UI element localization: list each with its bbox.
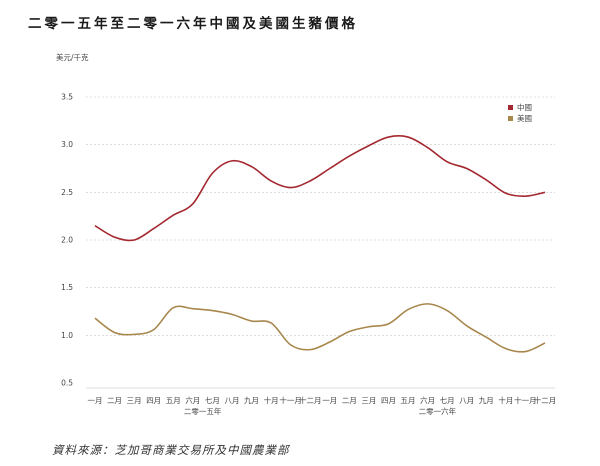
x-tick-label: 七月 — [440, 396, 455, 405]
x-tick-label: 四月 — [381, 396, 396, 405]
x-tick-label: 十月 — [264, 395, 279, 405]
x-tick-label: 二月 — [107, 396, 122, 405]
x-tick-label: 一月 — [322, 396, 337, 405]
y-tick-label: 3.5 — [61, 93, 73, 102]
x-tick-label: 八月 — [459, 396, 474, 405]
x-tick-label: 三月 — [361, 396, 376, 405]
legend-label: 中國 — [517, 102, 532, 112]
x-tick-label: 十二月 — [299, 395, 322, 405]
y-tick-label: 1.5 — [61, 283, 73, 292]
x-tick-label: 二月 — [342, 396, 357, 405]
y-tick-label: 2.5 — [61, 188, 73, 197]
y-axis: 3.5 3.0 2.5 2.0 1.5 1.0 0.5 — [61, 93, 73, 388]
x-tick-label: 十一月 — [514, 395, 537, 405]
x-tick-label: 三月 — [127, 396, 142, 405]
x-tick-label: 九月 — [244, 396, 259, 405]
x-tick-label: 六月 — [185, 395, 200, 405]
x-tick-label: 一月 — [88, 396, 103, 405]
x-tick-label: 十月 — [498, 395, 513, 405]
x-tick-label: 六月 — [420, 395, 435, 405]
y-tick-label: 1.0 — [61, 331, 73, 340]
legend-label: 美國 — [517, 113, 532, 123]
x-tick-label: 八月 — [224, 396, 239, 405]
x-tick-label: 五月 — [166, 396, 181, 405]
y-tick-label: 3.0 — [61, 140, 73, 149]
x-tick-label: 四月 — [146, 396, 161, 405]
source-note: 資料來源：芝加哥商業交易所及中國農業部 — [52, 443, 290, 457]
chart-title: 二零一五年至二零一六年中國及美國生豬價格 — [28, 16, 358, 32]
x-tick-label: 十二月 — [534, 395, 557, 405]
x-tick-label: 七月 — [205, 396, 220, 405]
y-axis-unit-label: 美元/千克 — [56, 52, 89, 62]
y-tick-label: 0.5 — [61, 379, 73, 388]
y-tick-label: 2.0 — [61, 236, 73, 245]
legend-swatch — [508, 105, 513, 110]
series-lines — [94, 135, 546, 353]
grid-lines — [86, 96, 555, 336]
x-tick-label: 十一月 — [279, 395, 302, 405]
x-tick-label: 五月 — [401, 396, 416, 405]
x-tick-label: 九月 — [479, 396, 494, 405]
legend-swatch — [508, 116, 513, 121]
series-line-1 — [94, 303, 546, 353]
x-year-label: 二零一五年 — [184, 406, 222, 416]
series-line-0 — [94, 135, 546, 242]
x-year-label: 二零一六年 — [419, 406, 457, 416]
